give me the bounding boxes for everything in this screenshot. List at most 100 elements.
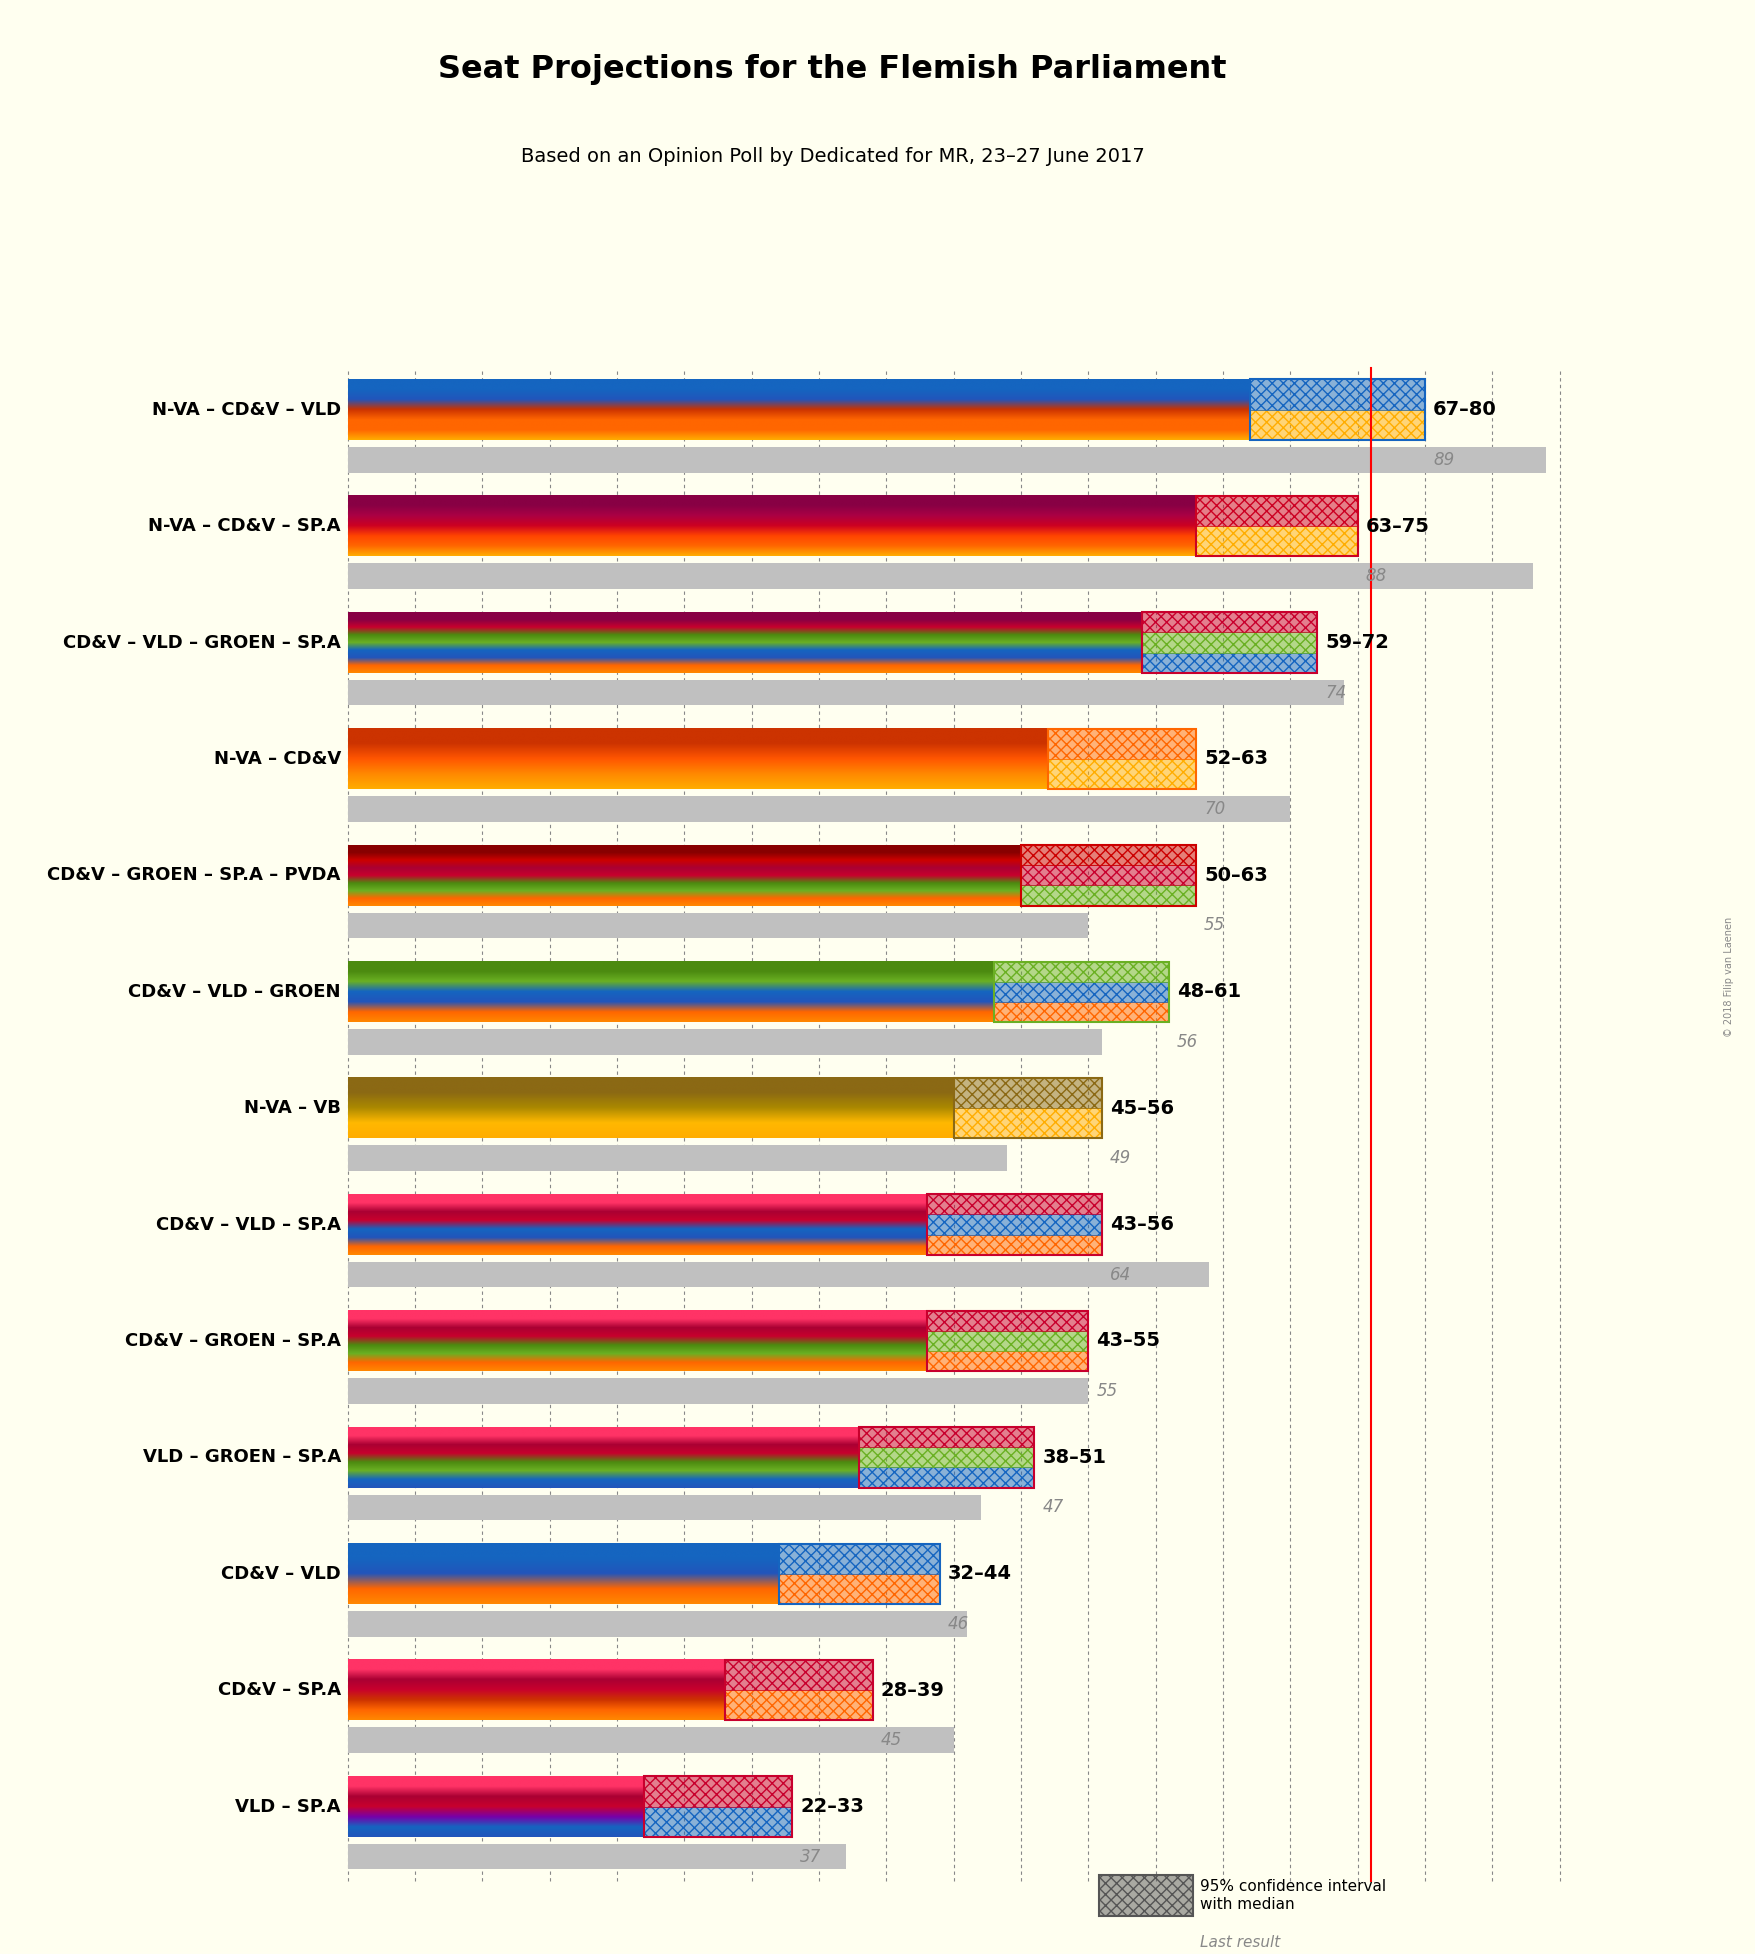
Bar [347, 1727, 953, 1753]
Bar [347, 1378, 1088, 1403]
Bar [725, 1661, 872, 1690]
Bar [860, 1426, 1034, 1448]
Text: 67–80: 67–80 [1432, 401, 1497, 420]
Text: VLD – SP.A: VLD – SP.A [235, 1798, 340, 1815]
Bar [1048, 758, 1195, 789]
Bar [1143, 653, 1318, 672]
Text: VLD – GROEN – SP.A: VLD – GROEN – SP.A [142, 1448, 340, 1466]
Bar [1021, 844, 1195, 866]
Text: 74: 74 [1325, 684, 1346, 701]
Bar [1195, 526, 1358, 557]
Text: 45: 45 [881, 1731, 902, 1749]
Bar [927, 1235, 1102, 1254]
Bar [1143, 653, 1318, 672]
Text: CD&V – VLD – GROEN: CD&V – VLD – GROEN [128, 983, 340, 1000]
Bar [1021, 866, 1195, 885]
Bar [1021, 885, 1195, 905]
Bar [1048, 729, 1195, 758]
Bar [860, 1426, 1034, 1448]
Text: N-VA – CD&V – VLD: N-VA – CD&V – VLD [151, 401, 340, 418]
Bar [347, 680, 1344, 705]
Bar [927, 1311, 1088, 1372]
Bar [347, 447, 1546, 473]
Text: 46: 46 [948, 1614, 969, 1634]
Bar [1048, 758, 1195, 789]
Text: 64: 64 [1109, 1266, 1130, 1284]
Text: 28–39: 28–39 [881, 1680, 944, 1700]
Text: 89: 89 [1432, 451, 1455, 469]
Bar [927, 1194, 1102, 1215]
Text: CD&V – VLD – SP.A: CD&V – VLD – SP.A [156, 1215, 340, 1233]
Bar [347, 1495, 981, 1520]
Bar [644, 1776, 792, 1807]
Bar [993, 981, 1169, 1002]
Bar [927, 1311, 1088, 1331]
Text: 50–63: 50–63 [1204, 866, 1267, 885]
Bar [993, 961, 1169, 1022]
Bar [1195, 496, 1358, 557]
Bar [953, 1079, 1102, 1108]
Bar [725, 1661, 872, 1720]
Bar [1021, 844, 1195, 866]
Bar [1250, 379, 1425, 410]
Bar [725, 1690, 872, 1720]
Bar [644, 1776, 792, 1807]
Bar [860, 1426, 1034, 1487]
Text: CD&V – VLD – GROEN – SP.A: CD&V – VLD – GROEN – SP.A [63, 633, 340, 651]
Bar [1250, 410, 1425, 440]
Text: 52–63: 52–63 [1204, 750, 1269, 768]
Bar [347, 1262, 1209, 1288]
Bar [927, 1194, 1102, 1254]
Text: 95% confidence interval
with median: 95% confidence interval with median [1200, 1880, 1386, 1911]
Bar [1143, 633, 1318, 653]
Text: 59–72: 59–72 [1325, 633, 1390, 653]
Bar [860, 1448, 1034, 1467]
Bar [725, 1690, 872, 1720]
Text: Seat Projections for the Flemish Parliament: Seat Projections for the Flemish Parliam… [439, 53, 1227, 84]
Bar [1099, 1876, 1193, 1917]
Text: 22–33: 22–33 [800, 1798, 863, 1815]
Text: © 2018 Filip van Laenen: © 2018 Filip van Laenen [1723, 916, 1734, 1038]
Text: 47: 47 [1042, 1499, 1064, 1516]
Text: CD&V – VLD: CD&V – VLD [221, 1565, 340, 1583]
Bar [347, 913, 1088, 938]
Bar [1021, 885, 1195, 905]
Bar [953, 1108, 1102, 1139]
Bar [927, 1311, 1088, 1331]
Bar [927, 1194, 1102, 1215]
Text: Based on an Opinion Poll by Dedicated for MR, 23–27 June 2017: Based on an Opinion Poll by Dedicated fo… [521, 147, 1144, 166]
Bar [779, 1573, 941, 1604]
Text: 43–56: 43–56 [1109, 1215, 1174, 1235]
Bar [993, 981, 1169, 1002]
Bar [927, 1331, 1088, 1350]
Bar [779, 1544, 941, 1573]
Bar [860, 1467, 1034, 1487]
Text: CD&V – GROEN – SP.A – PVDA: CD&V – GROEN – SP.A – PVDA [47, 866, 340, 885]
Bar [927, 1350, 1088, 1372]
Text: 43–55: 43–55 [1097, 1331, 1160, 1350]
Bar [927, 1331, 1088, 1350]
Text: 55: 55 [1097, 1381, 1118, 1401]
Text: 49: 49 [1109, 1149, 1130, 1167]
Bar [860, 1467, 1034, 1487]
Bar [1195, 496, 1358, 526]
Bar [993, 1002, 1169, 1022]
Text: 32–44: 32–44 [948, 1565, 1013, 1583]
Bar [1250, 379, 1425, 410]
Bar [1021, 866, 1195, 885]
Bar [347, 795, 1290, 823]
Text: 56: 56 [1178, 1034, 1199, 1051]
Bar [953, 1079, 1102, 1139]
Bar [927, 1235, 1102, 1254]
Bar [779, 1544, 941, 1604]
Text: N-VA – CD&V: N-VA – CD&V [214, 750, 340, 768]
Bar [927, 1215, 1102, 1235]
Bar [993, 1002, 1169, 1022]
Bar [347, 1030, 1102, 1055]
Bar [725, 1661, 872, 1690]
Bar [347, 1610, 967, 1637]
Bar [1143, 612, 1318, 633]
Bar [1250, 379, 1425, 440]
Text: 37: 37 [800, 1848, 821, 1866]
Text: CD&V – SP.A: CD&V – SP.A [218, 1680, 340, 1700]
